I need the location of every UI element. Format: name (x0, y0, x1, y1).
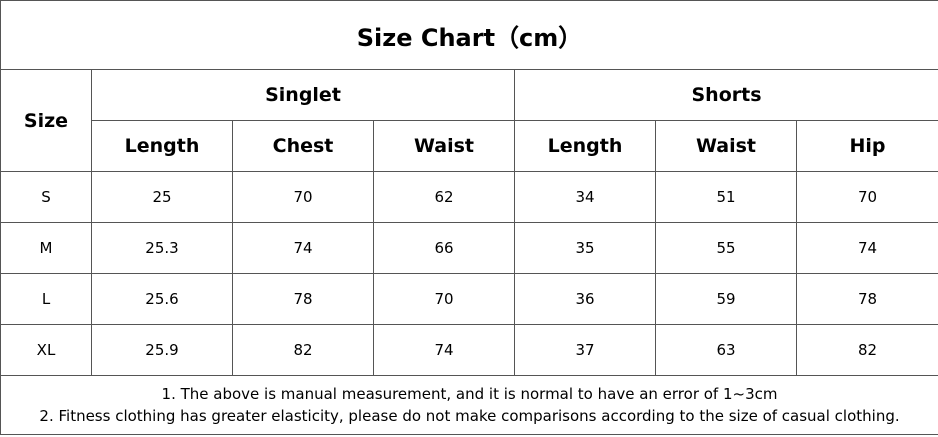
data-row: XL 25.9 82 74 37 63 82 (0, 324, 938, 376)
cell-value: 74 (795, 222, 938, 274)
cell-value: 63 (655, 324, 797, 376)
title-row: Size Chart（cm） (0, 0, 938, 70)
cell-value: 36 (514, 273, 656, 325)
cell-value: 55 (655, 222, 797, 274)
group-header: Shorts (513, 69, 938, 121)
cell-value: 70 (795, 171, 938, 223)
cell-value: 25.9 (91, 324, 233, 376)
column-header: Waist (373, 120, 515, 172)
data-row: L 25.6 78 70 36 59 78 (0, 273, 938, 325)
column-header: Hip (795, 120, 938, 172)
group-header-row: Size Singlet Shorts (0, 69, 938, 172)
cell-value: 82 (795, 324, 938, 376)
cell-value: 82 (232, 324, 374, 376)
cell-value: 59 (655, 273, 797, 325)
note: 2. Fitness clothing has greater elastici… (39, 407, 900, 425)
column-header: Chest (232, 120, 374, 172)
title: Size Chart（cm） (0, 0, 938, 70)
group-header: Singlet (91, 69, 515, 121)
size-label: XL (0, 324, 92, 376)
cell-value: 37 (514, 324, 656, 376)
column-header-row: Length Chest Waist Length Waist Hip (1, 120, 938, 172)
cell-value: 25 (91, 171, 233, 223)
cell-value: 25.6 (91, 273, 233, 325)
cell-value: 74 (373, 324, 515, 376)
note: 1. The above is manual measurement, and … (161, 385, 778, 403)
cell-value: 35 (514, 222, 656, 274)
cell-value: 51 (655, 171, 797, 223)
cell-value: 70 (373, 273, 515, 325)
data-row: S 25 70 62 34 51 70 (0, 171, 938, 223)
data-row: M 25.3 74 66 35 55 74 (0, 222, 938, 274)
notes-row: 1. The above is manual measurement, and … (0, 375, 938, 435)
column-header: Length (91, 120, 233, 172)
cell-value: 78 (232, 273, 374, 325)
size-header: Size (0, 69, 92, 172)
notes: 1. The above is manual measurement, and … (0, 375, 938, 435)
cell-value: 34 (514, 171, 656, 223)
cell-value: 78 (795, 273, 938, 325)
cell-value: 66 (373, 222, 515, 274)
cell-value: 62 (373, 171, 515, 223)
cell-value: 70 (232, 171, 374, 223)
size-label: L (0, 273, 92, 325)
size-label: M (0, 222, 92, 274)
column-header: Length (514, 120, 656, 172)
cell-value: 25.3 (91, 222, 233, 274)
size-label: S (0, 171, 92, 223)
cell-value: 74 (232, 222, 374, 274)
column-header: Waist (655, 120, 797, 172)
